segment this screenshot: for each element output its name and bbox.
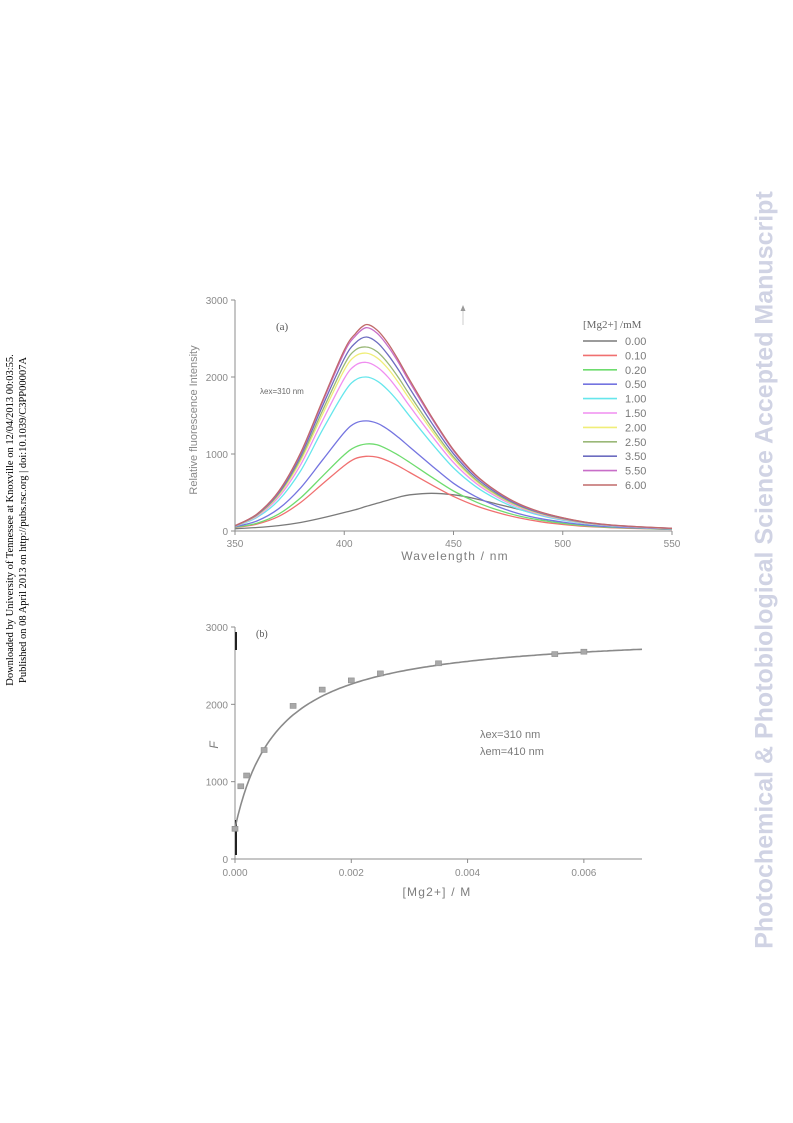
panel-b-label: (b) xyxy=(256,629,268,640)
panel-a-label: (a) xyxy=(276,321,289,333)
legend-label: 1.50 xyxy=(625,408,646,420)
panel-a-x-tick-label: 450 xyxy=(445,539,462,550)
legend-label: 3.50 xyxy=(625,451,646,463)
panel-a-y-tick-label: 0 xyxy=(222,527,228,538)
panel-b-excitation-annotation: λex=310 nm xyxy=(480,729,540,741)
panel-b-x-tick-label: 0.002 xyxy=(339,868,364,879)
panel-b-x-tick-label: 0.004 xyxy=(455,868,480,879)
data-point xyxy=(318,686,326,693)
spectrum-line-0-10 xyxy=(234,455,673,531)
panel-a-x-tick-label: 550 xyxy=(664,539,681,550)
data-point xyxy=(551,651,559,657)
legend-title: [Mg2+] /mM xyxy=(583,319,642,331)
panel-b-y-axis-title: F xyxy=(207,741,221,749)
data-point xyxy=(347,677,355,684)
panel-b-x-axis-title: [Mg2+] / M xyxy=(402,885,471,899)
data-point xyxy=(289,703,297,709)
spectrum-line-3-50 xyxy=(234,336,673,530)
spectrum-line-0-20 xyxy=(234,443,673,530)
data-point xyxy=(435,660,442,667)
data-point xyxy=(377,670,384,677)
panel-b-y-tick-label: 1000 xyxy=(206,778,229,789)
panel-a-y-tick-label: 2000 xyxy=(206,373,229,384)
panel-b-emission-annotation: λem=410 nm xyxy=(480,746,544,758)
panel-a-x-tick-label: 500 xyxy=(554,539,571,550)
panel-a-y-tick-label: 1000 xyxy=(206,450,229,461)
panel-a-excitation-annotation: λex=310 nm xyxy=(260,387,304,396)
legend-label: 0.20 xyxy=(625,365,646,377)
panel-b-points-group xyxy=(231,648,588,832)
panel-a-x-tick-label: 400 xyxy=(336,539,353,550)
legend-label: 0.00 xyxy=(625,336,646,348)
arrow-up-icon xyxy=(460,305,466,311)
panel-a-x-tick-label: 350 xyxy=(227,539,244,550)
legend-label: 1.00 xyxy=(625,394,646,406)
panel-b-y-tick-label: 2000 xyxy=(206,700,229,711)
spectrum-line-2-50 xyxy=(234,346,673,530)
legend-label: 5.50 xyxy=(625,466,646,478)
data-point xyxy=(237,783,245,790)
panel-b-x-tick-label: 0.006 xyxy=(571,868,596,879)
data-point xyxy=(231,825,239,832)
legend-label: 6.00 xyxy=(625,480,646,492)
legend-label: 2.50 xyxy=(625,437,646,449)
panel-a-y-axis-title: Relative fluorescence Intensity xyxy=(188,345,200,495)
spectrum-line-0-50 xyxy=(234,420,673,530)
legend-label: 0.50 xyxy=(625,379,646,391)
spectrum-line-6-00 xyxy=(234,323,673,529)
panel-a-spectra-chart: 350 400 450 500 550 0 1000 2000 3000 (a) λex=310… xyxy=(188,296,681,563)
panel-a-series-group xyxy=(234,323,673,531)
panel-b-y-tick-label: 3000 xyxy=(206,623,229,634)
panel-b-x-tick-label: 0.000 xyxy=(222,868,247,879)
panel-a-legend: [Mg2+] /mM 0.00 0.10 0.20 0.50 1.00 1.50 2.00 2… xyxy=(583,319,646,492)
panel-b-binding-chart: 0.000 0.002 0.004 0.006 0 1000 2000 3000 (b) λe… xyxy=(206,623,643,899)
panel-b-y-tick-label: 0 xyxy=(222,855,228,866)
legend-label: 0.10 xyxy=(625,350,646,362)
legend-label: 2.00 xyxy=(625,422,646,434)
data-point xyxy=(260,747,268,753)
panel-a-y-tick-label: 3000 xyxy=(206,296,229,307)
panel-a-x-axis-title: Wavelength / nm xyxy=(401,549,509,563)
panel-b-fit-curve xyxy=(234,648,643,829)
data-point xyxy=(243,772,250,779)
data-point xyxy=(580,648,588,655)
